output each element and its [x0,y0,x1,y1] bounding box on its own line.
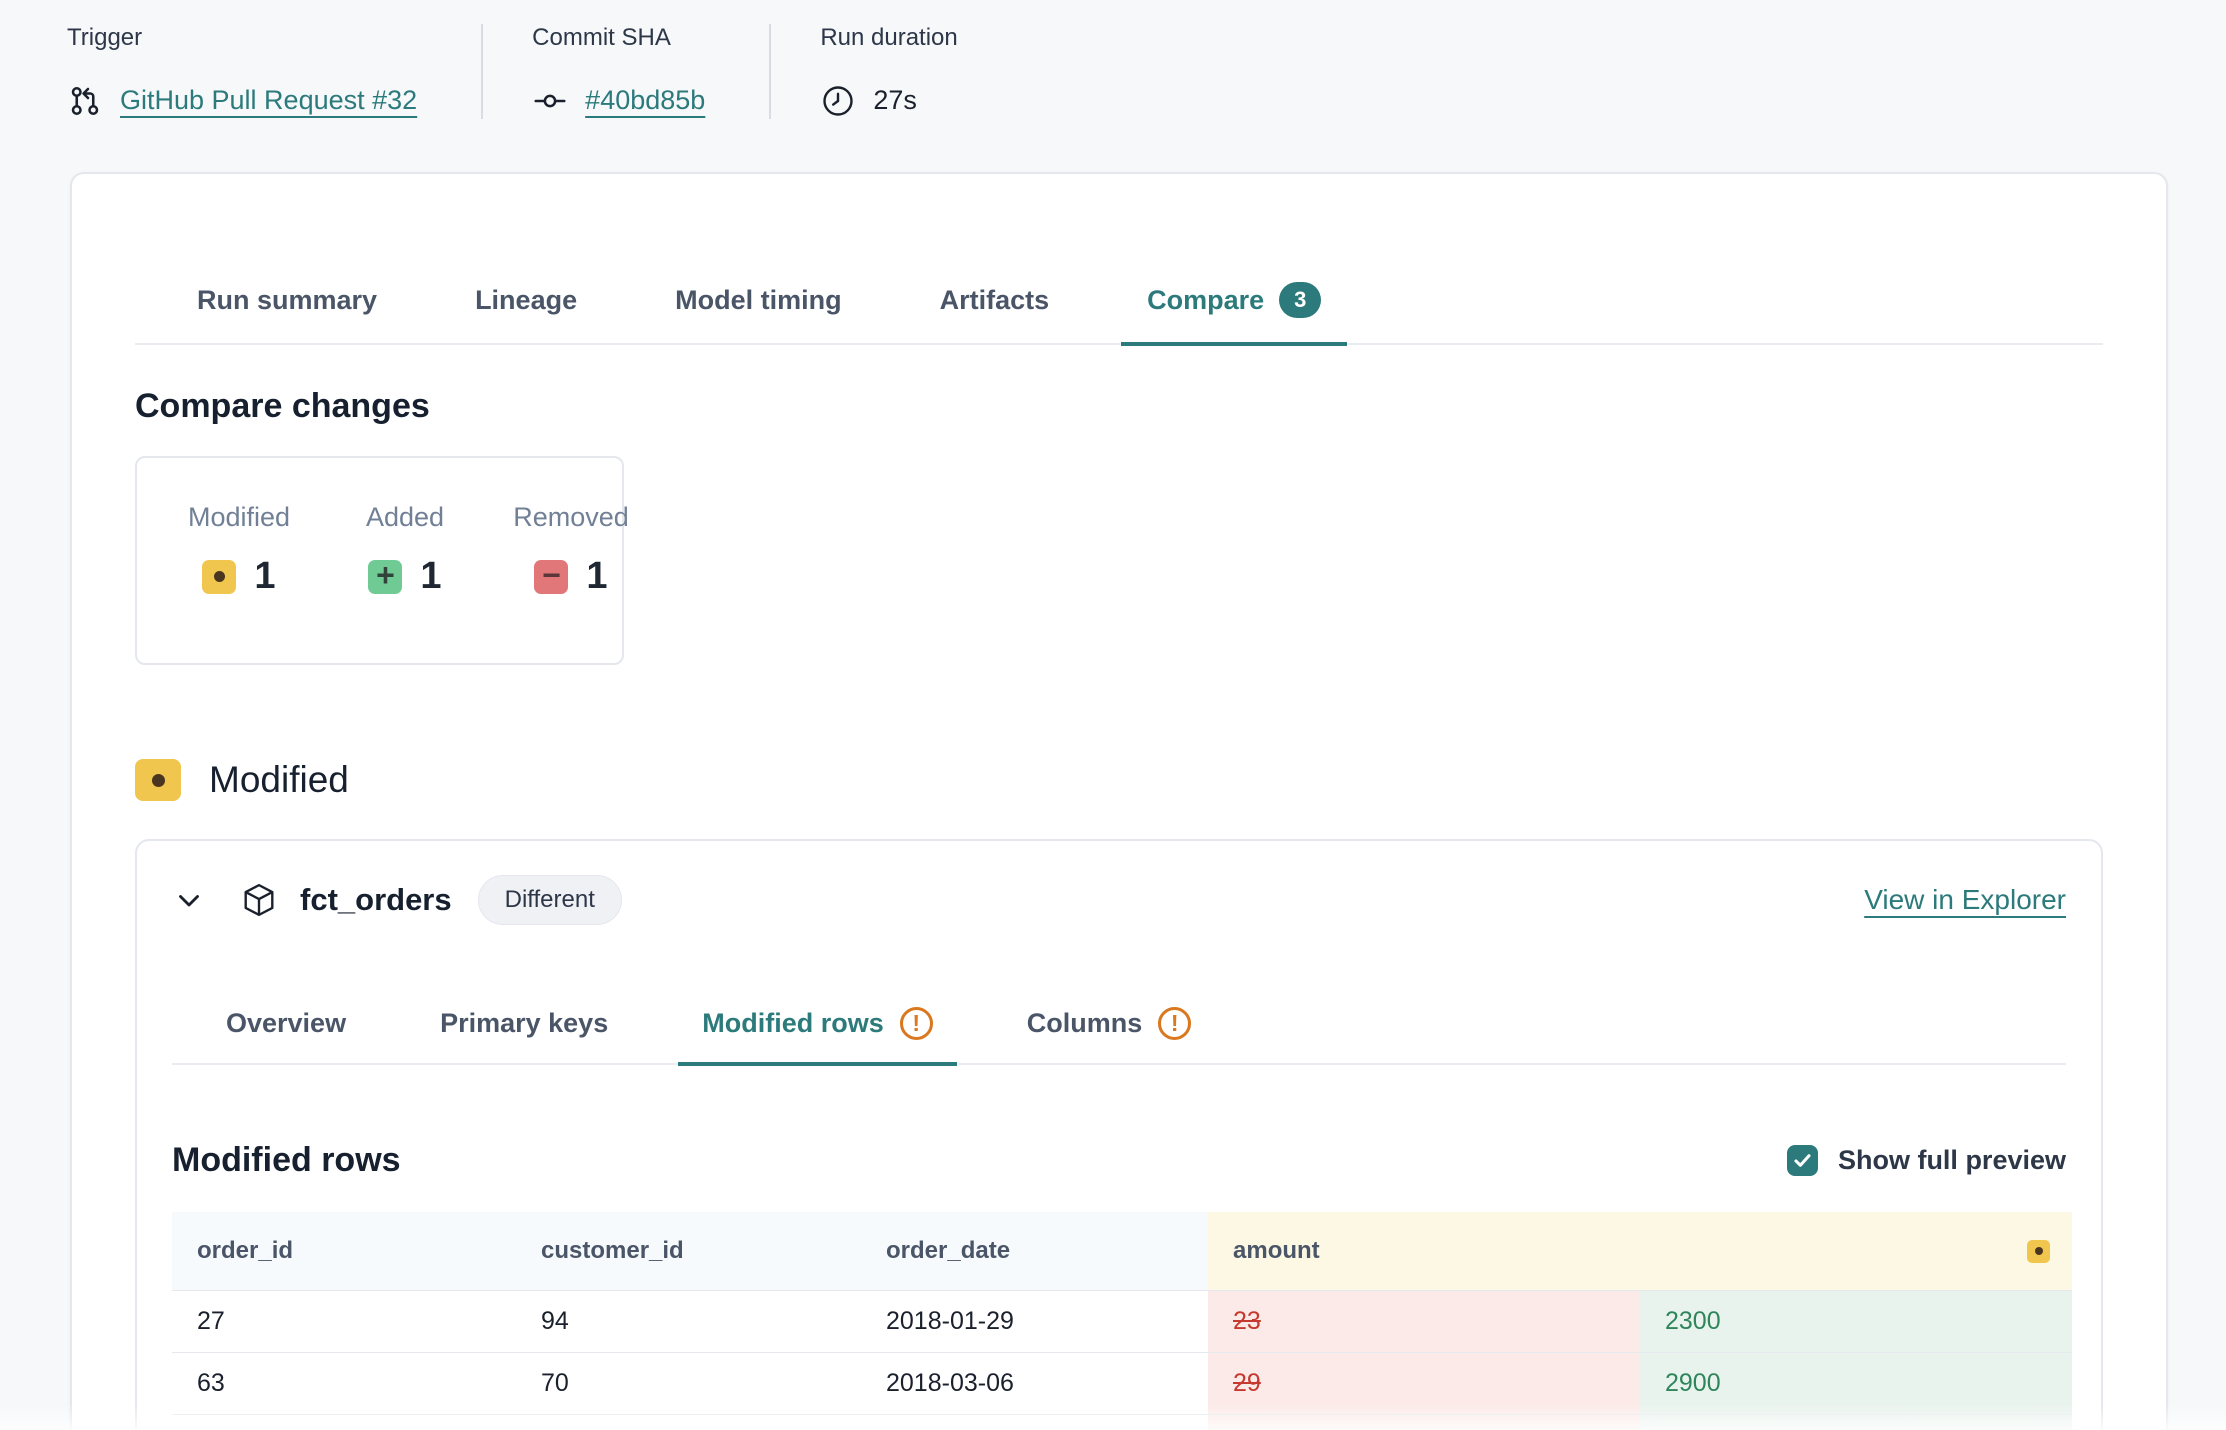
cell-amount-new: 2300 [1640,1290,2072,1352]
cell-amount-new: 2900 [1640,1352,2072,1414]
compare-summary-card: Modified 1 Added + 1 Removed − 1 [135,456,629,665]
modified-rows-header: Modified rows Show full preview [172,1141,2066,1180]
model-status-badge: Different [477,875,622,925]
compare-count-badge: 3 [1279,282,1322,318]
duration-block: Run duration 27s [769,24,1021,119]
view-in-explorer-link[interactable]: View in Explorer [1864,884,2066,915]
show-full-preview-toggle[interactable]: Show full preview [1786,1145,2066,1176]
cell-amount-old: 23 [1208,1290,1640,1352]
pull-request-icon [67,83,103,119]
tab-run-summary[interactable]: Run summary [171,282,403,346]
model-header: fct_orders Different View in Explorer [172,875,2066,925]
tab-lineage[interactable]: Lineage [449,282,603,346]
cell-customer-id: 70 [516,1352,861,1414]
cell-customer-id [516,1414,861,1430]
commit-label: Commit SHA [532,24,671,51]
cell-amount-old: 29 [1208,1352,1640,1414]
trigger-block: Trigger GitHub Pull Request #32 [67,24,481,119]
clock-icon [820,83,856,119]
cell-order-id: 63 [172,1352,516,1414]
checkbox-checked-icon[interactable] [1786,1145,1818,1176]
model-cube-icon [240,881,278,919]
tab-compare[interactable]: Compare 3 [1121,282,1348,346]
model-name: fct_orders [300,882,452,917]
modified-group-header: Modified [135,759,2103,801]
chevron-down-icon[interactable] [172,883,206,917]
modified-icon [202,559,237,594]
show-full-preview-label[interactable]: Show full preview [1837,1145,2066,1175]
model-tab-bar: Overview Primary keys Modified rows ! Co… [172,1007,2066,1066]
cell-customer-id: 94 [516,1290,861,1352]
run-tab-bar: Run summary Lineage Model timing Artifac… [135,282,2103,346]
subtab-modified-rows[interactable]: Modified rows ! [678,1007,957,1066]
column-header-order-id: order_id [172,1212,516,1290]
cell-order-id [172,1414,516,1430]
added-count: 1 [420,555,442,597]
run-detail-card: Run summary Lineage Model timing Artifac… [70,172,2168,1430]
modified-column-marker-icon [2027,1239,2050,1263]
duration-label: Run duration [820,24,958,51]
column-header-amount: amount [1208,1212,2072,1290]
trigger-label: Trigger [67,24,143,51]
warning-icon: ! [1158,1007,1192,1040]
trigger-link[interactable]: GitHub Pull Request #32 [120,85,418,116]
run-meta-bar: Trigger GitHub Pull Request #32 Commit S… [67,24,1022,119]
modified-group-title: Modified [209,759,349,800]
duration-value: 27s [873,85,917,116]
cell-amount-old [1208,1414,1640,1430]
commit-block: Commit SHA #40bd85b [481,24,769,119]
modified-group-icon [135,759,181,801]
modified-rows-title: Modified rows [172,1141,401,1179]
cell-order-date [861,1414,1208,1430]
warning-icon: ! [899,1007,933,1040]
added-icon: + [368,559,403,594]
cell-order-date: 2018-01-29 [861,1290,1208,1352]
tab-model-timing[interactable]: Model timing [649,282,867,346]
removed-count: 1 [586,555,608,597]
summary-removed: Removed − 1 [513,502,629,597]
summary-modified: Modified 1 [187,502,291,597]
cell-order-id: 27 [172,1290,516,1352]
column-header-order-date: order_date [861,1212,1208,1290]
cell-order-date: 2018-03-06 [861,1352,1208,1414]
modified-count: 1 [254,555,276,597]
modified-rows-table: order_id customer_id order_date amount 2… [172,1212,2072,1430]
tab-artifacts[interactable]: Artifacts [914,282,1076,346]
commit-link[interactable]: #40bd85b [585,85,706,116]
subtab-overview[interactable]: Overview [202,1007,370,1066]
subtab-columns[interactable]: Columns ! [1003,1007,1216,1066]
compare-changes-title: Compare changes [135,387,430,425]
summary-added: Added + 1 [365,502,445,597]
subtab-primary-keys[interactable]: Primary keys [416,1007,632,1066]
model-card-fct-orders: fct_orders Different View in Explorer Ov… [135,839,2103,1430]
cell-amount-new [1640,1414,2072,1430]
removed-icon: − [534,559,569,594]
commit-icon [532,83,568,119]
column-header-customer-id: customer_id [516,1212,861,1290]
